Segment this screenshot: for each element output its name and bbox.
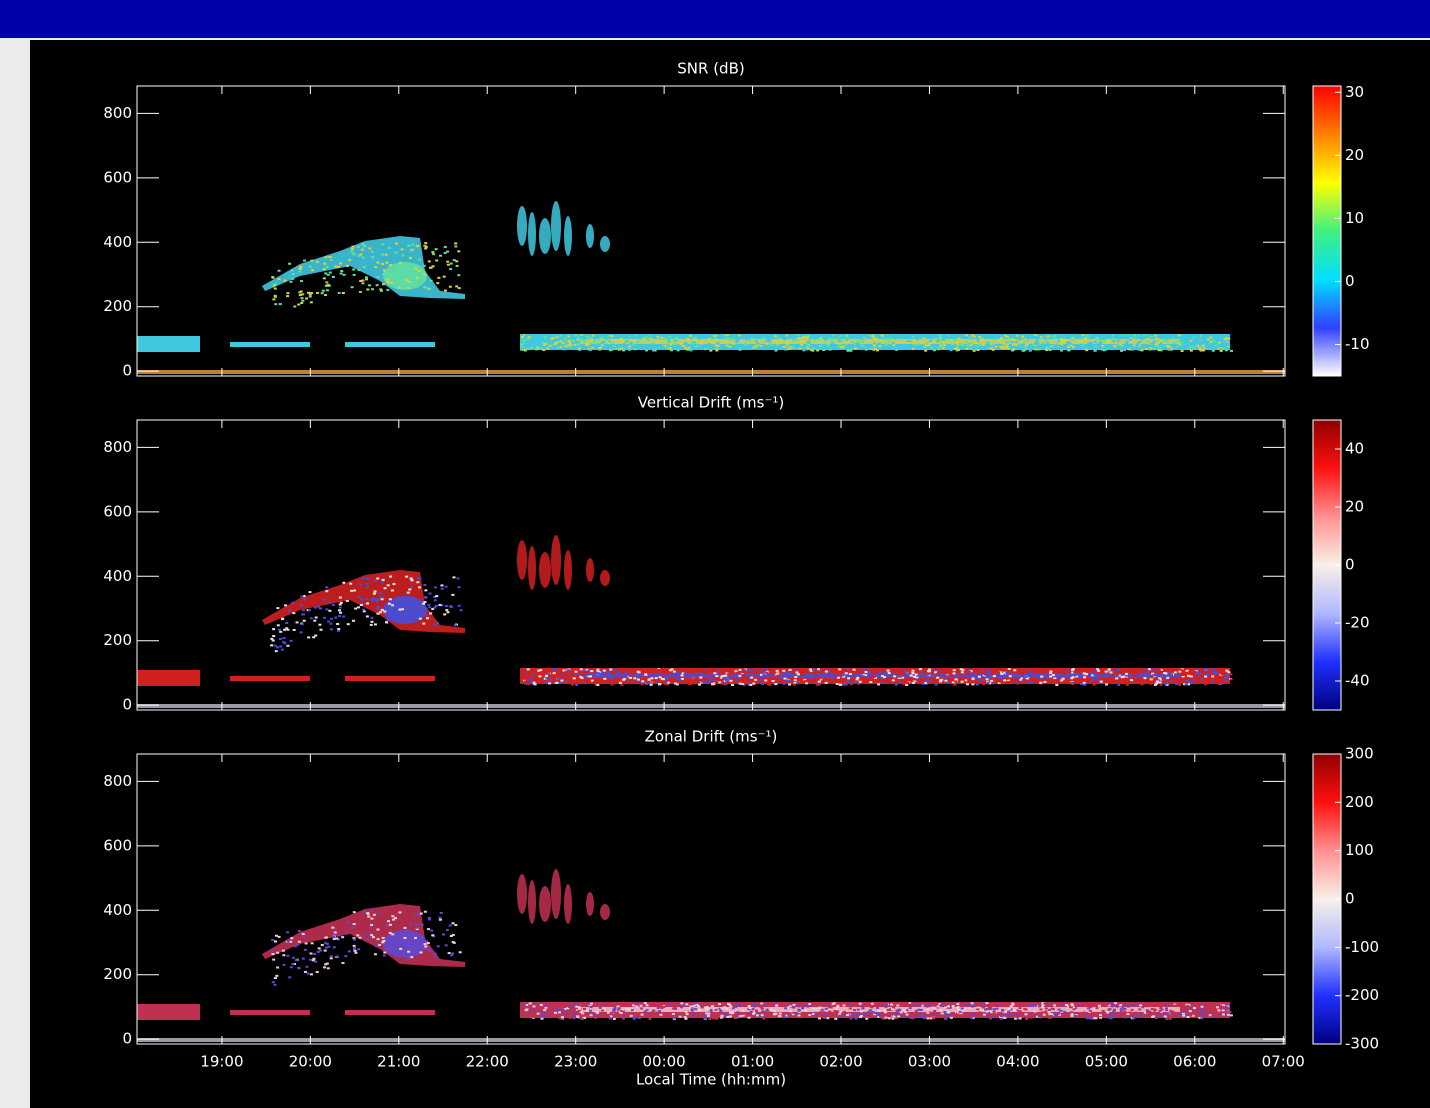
colorbar-tick-label: -100 [1345,938,1379,956]
y-tick-label: 0 [122,696,132,714]
x-tick-label: 00:00 [643,1053,686,1071]
echo-region [517,540,527,580]
x-tick-label: 06:00 [1173,1053,1216,1071]
y-tick-label: 800 [103,104,132,122]
y-tick-label: 600 [103,168,132,186]
colorbar-tick-label: -10 [1345,335,1370,353]
echo-layer [137,535,1285,708]
colorbar-tick-label: 20 [1345,146,1364,164]
y-tick-label: 0 [122,362,132,380]
x-tick-label: 01:00 [731,1053,774,1071]
echo-region [528,546,536,590]
x-tick-label: 07:00 [1262,1053,1305,1071]
colorbar-tick-label: 40 [1345,440,1364,458]
colorbar-tick-label: 0 [1345,272,1355,290]
echo-region [580,339,1180,344]
y-tick-label: 200 [103,297,132,315]
colorbar-tick-label: 10 [1345,209,1364,227]
y-tick-label: 600 [103,502,132,520]
echo-region [137,336,200,352]
y-tick-label: 200 [103,965,132,983]
x-tick-label: 03:00 [908,1053,951,1071]
echo-region [551,869,561,919]
panel-title: Zonal Drift (ms⁻¹) [645,728,778,746]
x-tick-label: 02:00 [819,1053,862,1071]
colorbar-tick-label: -40 [1345,672,1370,690]
colorbar-tick-label: 200 [1345,793,1374,811]
echo-region [539,886,551,922]
y-tick-label: 600 [103,836,132,854]
plot-frame [136,85,1286,377]
echo-region [517,206,527,246]
echo-region [230,1010,310,1015]
echo-region [600,904,610,920]
baseline-echo [137,704,1285,708]
colorbar-tick-label: 20 [1345,498,1364,516]
colorbar-tick-label: -20 [1345,614,1370,632]
x-tick-label: 05:00 [1085,1053,1128,1071]
colorbar-tick-label: 30 [1345,83,1364,101]
y-tick-label: 0 [122,1030,132,1048]
baseline-echo [137,370,1285,374]
echo-region [551,535,561,585]
colorbar [1312,85,1342,377]
panel-title: Vertical Drift (ms⁻¹) [638,394,785,412]
echo-region [230,676,310,681]
figure: SNR (dB)0200400600800-100102030Vertical … [30,40,1430,1108]
echo-region [551,201,561,251]
x-tick-label: 04:00 [996,1053,1039,1071]
x-tick-label: 22:00 [466,1053,509,1071]
echo-region [345,1010,435,1015]
x-tick-label: 21:00 [377,1053,420,1071]
colorbar-tick-label: -200 [1345,986,1379,1004]
y-tick-label: 200 [103,631,132,649]
echo-region [345,342,435,347]
echo-region [586,224,594,248]
echo-region [345,676,435,681]
echo-region [586,558,594,582]
y-tick-label: 400 [103,567,132,585]
echo-region [230,342,310,347]
colorbar-tick-label: 0 [1345,556,1355,574]
colorbar-tick-label: 100 [1345,841,1374,859]
echo-region [383,596,427,624]
figure-background [30,40,1430,1108]
echo-region [528,880,536,924]
echo-region [600,570,610,586]
echo-region [580,1007,1180,1012]
panel-title: SNR (dB) [677,60,744,78]
y-tick-label: 800 [103,438,132,456]
echo-region [600,236,610,252]
y-tick-label: 400 [103,233,132,251]
colorbar-tick-label: -300 [1345,1035,1379,1053]
echo-region [580,673,1180,678]
y-tick-label: 400 [103,901,132,919]
echo-region [564,884,572,924]
echo-region [539,218,551,254]
echo-region [539,552,551,588]
echo-region [586,892,594,916]
x-tick-label: 23:00 [554,1053,597,1071]
plot-frame [136,419,1286,711]
x-tick-label: 19:00 [200,1053,243,1071]
colorbar-tick-label: 0 [1345,890,1355,908]
colorbar-tick-label: 300 [1345,745,1374,763]
plot-frame [136,753,1286,1045]
echo-layer [137,869,1285,1042]
echo-region [137,670,200,686]
echo-region [564,216,572,256]
y-tick-label: 800 [103,772,132,790]
header-bar [0,0,1430,38]
baseline-echo [137,1038,1285,1042]
x-tick-label: 20:00 [289,1053,332,1071]
echo-region [528,212,536,256]
x-axis-label: Local Time (hh:mm) [636,1071,786,1089]
echo-region [137,1004,200,1020]
echo-layer [137,201,1285,374]
echo-region [564,550,572,590]
echo-region [517,874,527,914]
